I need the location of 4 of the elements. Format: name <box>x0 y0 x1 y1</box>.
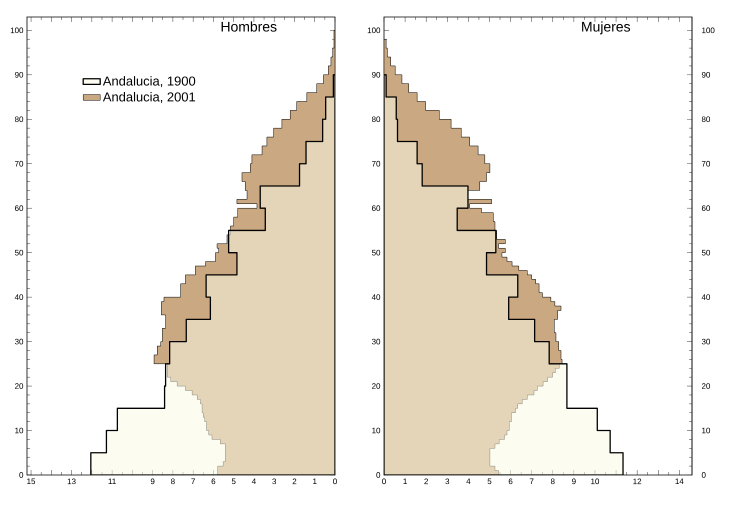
legend-label: Andalucia, 1900 <box>102 76 196 88</box>
chart-title: Hombres <box>222 21 277 32</box>
legend-label: Andalucia, 2001 <box>102 92 196 104</box>
chart-title: Mujeres <box>582 21 630 34</box>
